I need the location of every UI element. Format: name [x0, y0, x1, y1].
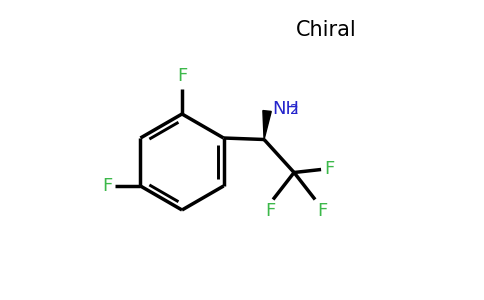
Text: F: F	[318, 202, 328, 220]
Text: F: F	[177, 67, 187, 85]
Text: NH: NH	[272, 100, 300, 118]
Text: F: F	[102, 177, 113, 195]
Text: F: F	[266, 202, 276, 220]
Text: F: F	[324, 160, 334, 178]
Polygon shape	[263, 111, 271, 140]
Text: 2: 2	[290, 103, 299, 117]
Text: Chiral: Chiral	[296, 20, 357, 40]
